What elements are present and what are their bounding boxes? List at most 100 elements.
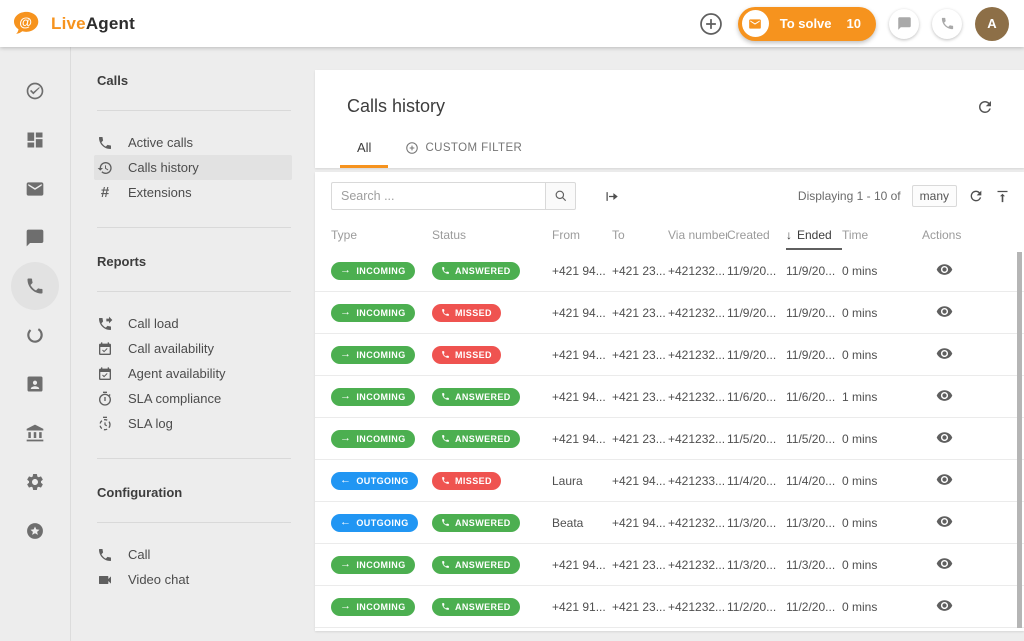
status-badge-label: MISSED	[455, 349, 492, 360]
col-header-from[interactable]: From	[552, 228, 580, 242]
rail-item-tasks[interactable]	[11, 66, 59, 115]
to-solve-button[interactable]: To solve 10	[737, 6, 876, 41]
menu-item-call[interactable]: Call	[94, 542, 292, 567]
search-button[interactable]	[545, 182, 576, 210]
eye-icon	[936, 557, 953, 569]
col-header-created[interactable]: Created	[727, 228, 770, 242]
chats-button[interactable]	[889, 8, 919, 39]
table-row[interactable]: → INCOMING ANSWERED +421 91... +421 23..…	[315, 586, 1024, 628]
view-call-button[interactable]	[936, 513, 953, 530]
view-call-button[interactable]	[936, 471, 953, 488]
type-badge-label: OUTGOING	[356, 475, 409, 486]
cell-actions	[922, 471, 1024, 491]
view-call-button[interactable]	[936, 429, 953, 446]
menu-item-extensions[interactable]: # Extensions	[94, 180, 292, 205]
table-row[interactable]: → INCOMING MISSED +421 94... +421 23... …	[315, 334, 1024, 376]
view-call-button[interactable]	[936, 345, 953, 362]
cell-via-number: +421232...	[668, 431, 726, 446]
cell-from: +421 94...	[552, 305, 606, 320]
direction-arrow-icon: →	[340, 306, 352, 318]
table-row[interactable]: → INCOMING ANSWERED +421 94... +421 23..…	[315, 376, 1024, 418]
menu-item-calls-history[interactable]: Calls history	[94, 155, 292, 180]
col-header-via-number[interactable]: Via number	[668, 228, 727, 242]
table-row[interactable]: → INCOMING ANSWERED +421 94... +421 23..…	[315, 544, 1024, 586]
cell-via-number: +421232...	[668, 515, 726, 530]
col-header-ended[interactable]: ↓ Ended	[786, 220, 842, 250]
cell-ended: 11/9/20...	[786, 305, 836, 320]
cell-ended: 11/5/20...	[786, 431, 836, 446]
cell-created: 11/5/20...	[727, 431, 777, 446]
menu-item-sla-compliance[interactable]: SLA compliance	[94, 386, 292, 411]
rail-item-statuses[interactable]	[11, 310, 59, 359]
cell-time: 0 mins	[842, 431, 878, 446]
status-badge: ANSWERED	[432, 387, 520, 406]
rail-item-dashboard[interactable]	[11, 115, 59, 164]
cell-from: +421 94...	[552, 347, 606, 362]
cell-status: ANSWERED	[432, 597, 552, 616]
menu-item-call-load[interactable]: Call load	[94, 311, 292, 336]
menu-section-calls: Calls Active calls Calls history # Exten…	[71, 73, 315, 228]
menu-item-active-calls[interactable]: Active calls	[94, 130, 292, 155]
cell-type: → INCOMING	[331, 345, 432, 364]
table-row[interactable]: → INCOMING MISSED +421 94... +421 23... …	[315, 292, 1024, 334]
view-call-button[interactable]	[936, 597, 953, 614]
menu-item-call-availability[interactable]: Call availability	[94, 336, 292, 361]
table-row[interactable]: → INCOMING ANSWERED +421 94... +421 23..…	[315, 418, 1024, 460]
cell-to: +421 23...	[612, 305, 666, 320]
menu-section-reports: Reports Call load Call availability Agen…	[71, 254, 315, 459]
search-input[interactable]	[331, 182, 545, 210]
rail-item-billing[interactable]	[11, 408, 59, 457]
menu-item-video-chat[interactable]: Video chat	[94, 567, 292, 592]
menu-item-agent-availability[interactable]: Agent availability	[94, 361, 292, 386]
page-header-card: Calls history All CUSTOM FILTER	[315, 70, 1024, 168]
rail-item-getting-started[interactable]	[11, 506, 59, 555]
cell-ended: 11/6/20...	[786, 389, 836, 404]
cell-actions	[922, 345, 1024, 365]
col-header-time[interactable]: Time	[842, 228, 869, 242]
secondary-sidebar: Calls Active calls Calls history # Exten…	[71, 47, 315, 641]
tab-all[interactable]: All	[340, 127, 389, 168]
view-call-button[interactable]	[936, 303, 953, 320]
view-call-button[interactable]	[936, 261, 953, 278]
total-count-chip[interactable]: many	[911, 185, 957, 207]
check-circle-icon	[26, 82, 44, 99]
cell-type: → INCOMING	[331, 597, 432, 616]
col-header-status[interactable]: Status	[432, 228, 467, 242]
calls-button[interactable]	[932, 8, 962, 39]
table-row[interactable]: → INCOMING ANSWERED +421 94... +421 23..…	[315, 250, 1024, 292]
search-icon	[555, 190, 566, 202]
direction-arrow-icon: ←	[340, 516, 352, 528]
type-badge: ← OUTGOING	[331, 471, 418, 490]
table-refresh-button[interactable]	[968, 188, 984, 204]
rail-item-calls[interactable]	[11, 262, 59, 310]
add-button[interactable]	[698, 10, 725, 37]
table-scrollbar[interactable]	[1017, 252, 1022, 628]
cell-status: MISSED	[432, 471, 552, 490]
phone-icon	[442, 519, 449, 526]
eye-icon	[936, 473, 953, 485]
rail-item-chats[interactable]	[11, 213, 59, 262]
type-badge-label: INCOMING	[356, 433, 406, 444]
cell-to: +421 94...	[612, 515, 666, 530]
view-call-button[interactable]	[936, 555, 953, 572]
forward-to-end-button[interactable]	[604, 189, 619, 204]
rail-item-contacts[interactable]	[11, 359, 59, 408]
plus-circle-icon	[700, 12, 723, 35]
phone-icon	[442, 561, 449, 568]
tab-custom-filter[interactable]: CUSTOM FILTER	[388, 127, 539, 168]
status-badge-label: ANSWERED	[455, 265, 511, 276]
col-header-to[interactable]: To	[612, 228, 625, 242]
scroll-to-top-button[interactable]	[995, 189, 1010, 204]
cell-time: 1 mins	[842, 389, 878, 404]
rail-item-settings[interactable]	[11, 457, 59, 506]
phone-icon	[442, 393, 449, 400]
table-row[interactable]: ← OUTGOING ANSWERED Beata +421 94... +42…	[315, 502, 1024, 544]
menu-item-sla-log[interactable]: SLA log	[94, 411, 292, 436]
col-header-type[interactable]: Type	[331, 228, 358, 242]
user-avatar[interactable]: A	[975, 6, 1009, 41]
cell-created: 11/6/20...	[727, 389, 777, 404]
view-call-button[interactable]	[936, 387, 953, 404]
page-refresh-button[interactable]	[976, 98, 994, 116]
table-row[interactable]: ← OUTGOING MISSED Laura +421 94... +4212…	[315, 460, 1024, 502]
rail-item-tickets[interactable]	[11, 164, 59, 213]
